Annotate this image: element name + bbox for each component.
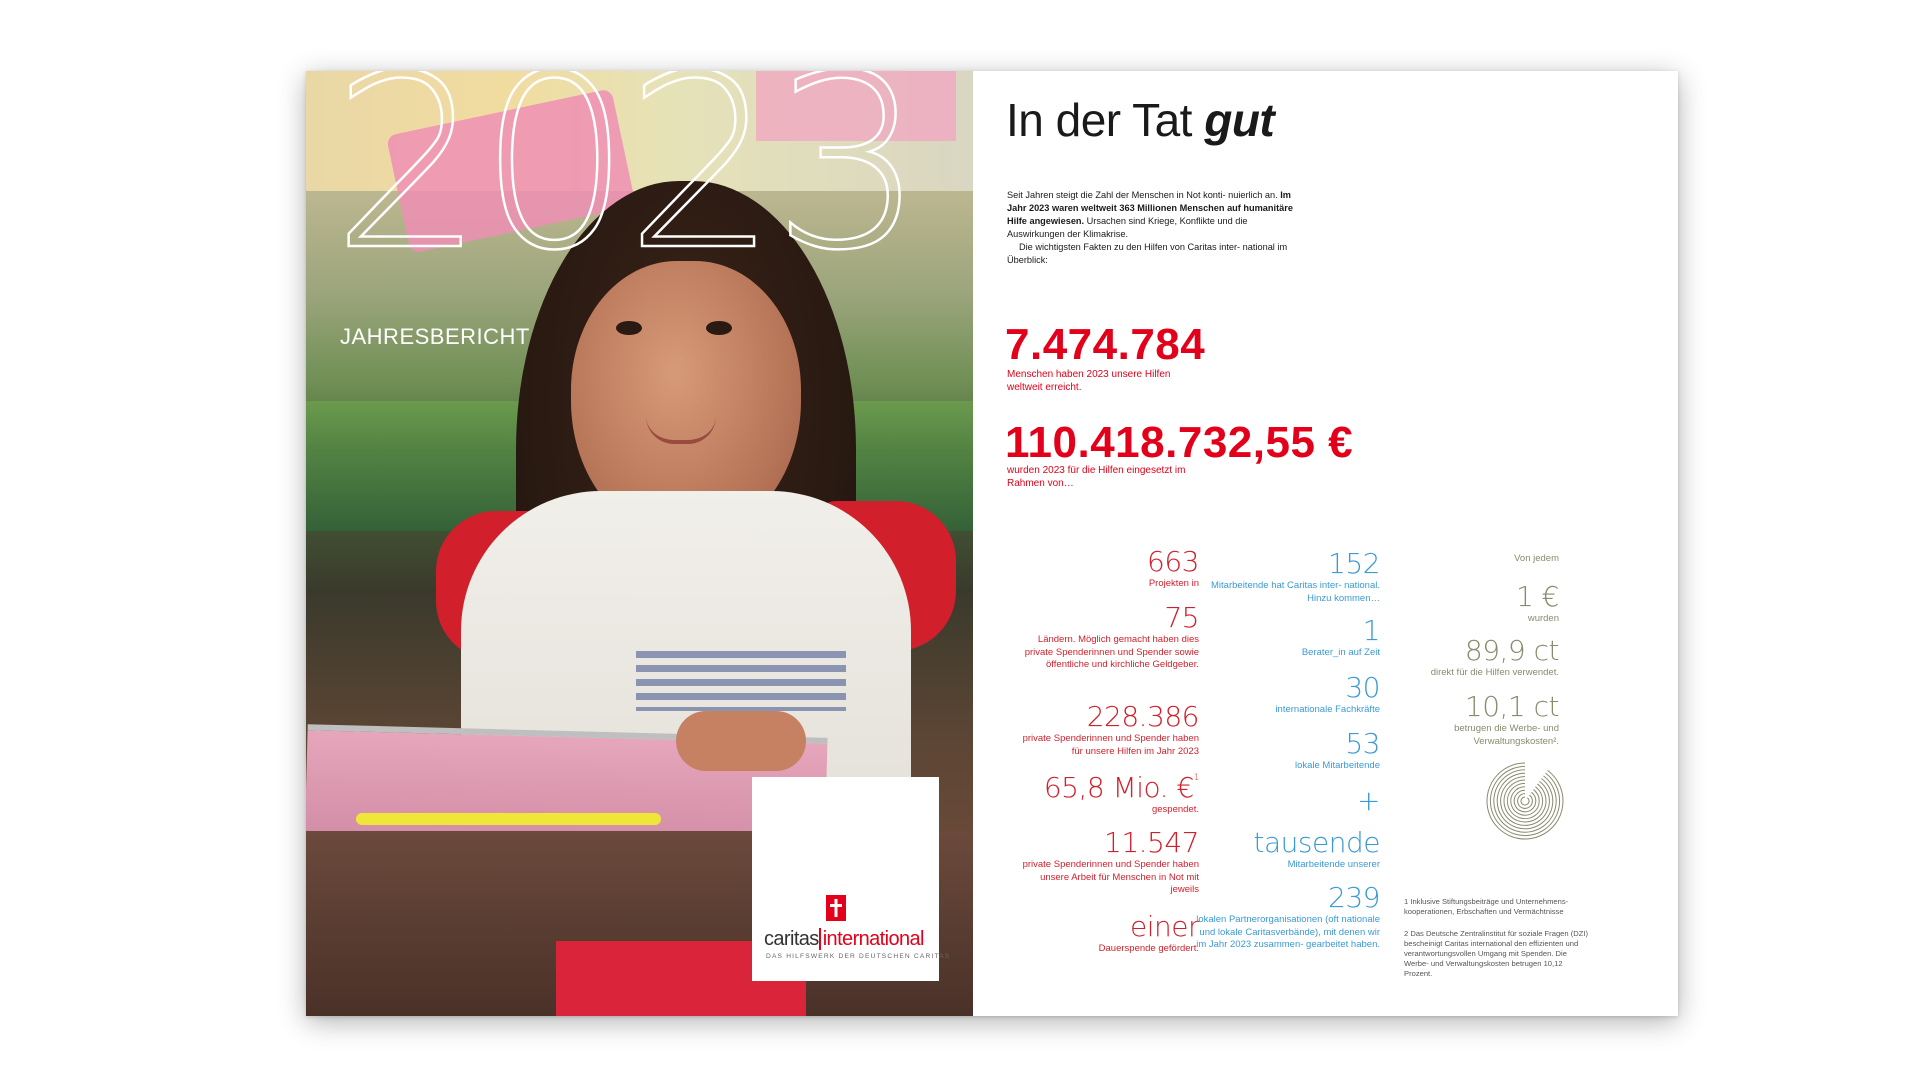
stat-international-experts: 30 internationale Fachkräfte <box>1275 671 1380 716</box>
photo-shirt-print <box>636 651 846 711</box>
stat-donated-amount: 65,8 Mio. €1 gespendet. <box>1043 771 1200 816</box>
stat-partner-organisations: 239 lokalen Partnerorganisationen (oft na… <box>1196 881 1380 951</box>
photo-girl-eye-left <box>616 321 642 335</box>
people-reached-value: 7.474.784 <box>1005 320 1206 369</box>
pie-ring-arc <box>1517 793 1533 809</box>
caritas-cross-icon <box>826 895 846 921</box>
stat-advisor: 1 Berater_in auf Zeit <box>1301 614 1381 659</box>
pie-ring-arc <box>1506 782 1544 820</box>
facts-page: In der Tat gut Seit Jahren steigt die Za… <box>973 71 1678 1016</box>
people-reached-caption: Menschen haben 2023 unsere Hilfen weltwe… <box>1007 369 1171 393</box>
plus-sign: + <box>1357 784 1380 817</box>
cover-year: 2023 <box>331 71 926 303</box>
pie-ring-arc <box>1496 772 1554 830</box>
stat-admin-cents: 10,1 ct betrugen die Werbe- und Verwaltun… <box>1454 690 1559 747</box>
logo-wordmark: caritas international <box>764 928 924 950</box>
page-headline: In der Tat gut <box>1006 94 1275 146</box>
logo-tagline: DAS HILFSWERK DER DEUTSCHEN CARITAS <box>766 953 951 960</box>
footnote-2: 2 Das Deutsche Zentralinstitut für sozia… <box>1404 929 1589 978</box>
photo-girl-eye-right <box>706 321 732 335</box>
photo-girl-hand <box>676 711 806 771</box>
spending-pie-chart <box>1486 762 1564 840</box>
pie-ring-arc <box>1500 776 1550 826</box>
stat-thousands-staff: tausende Mitarbeitende unserer <box>1253 826 1381 871</box>
stat-local-staff: 53 lokale Mitarbeitende <box>1294 727 1381 772</box>
cover-subtitle: JAHRESBERICHT <box>340 324 530 349</box>
photo-pink-sign-2 <box>756 71 956 141</box>
pie-ring-arc <box>1489 765 1561 837</box>
pie-ring-arc <box>1513 789 1537 813</box>
stat-per-euro: 1 € wurden <box>1515 580 1560 625</box>
cover-photo-page: 2023 JAHRESBERICHT caritas international … <box>306 71 973 1016</box>
stat-recurring-donors: 11.547 private Spenderinnen und Spender h… <box>1022 826 1200 896</box>
stat-private-donors: 228.386 private Spenderinnen und Spender … <box>1022 700 1200 757</box>
footnote-1: 1 Inklusive Stiftungsbeiträge und Untern… <box>1404 897 1569 916</box>
photo-girl-smile <box>646 416 716 444</box>
stat-one-standing-order: einer Dauerspende gefördert. <box>1098 910 1200 955</box>
pie-ring-arc <box>1520 796 1530 806</box>
funds-used-value: 110.418.732,55 € <box>1005 418 1354 467</box>
pie-ring-arc <box>1510 786 1540 816</box>
intro-paragraph: Seit Jahren steigt die Zahl der Menschen… <box>1007 190 1293 265</box>
stat-projects: 663 Projekten in <box>1147 545 1199 590</box>
stat-direct-aid-cents: 89,9 ct direkt für die Hilfen verwendet. <box>1430 634 1560 679</box>
pie-ring-arc <box>1493 769 1557 833</box>
photo-yellow-pencil <box>356 813 661 825</box>
pie-ring-arc <box>1503 779 1547 823</box>
annual-report-spread: 2023 JAHRESBERICHT caritas international … <box>306 71 1678 1016</box>
caritas-logo: caritas international DAS HILFSWERK DER D… <box>752 777 949 981</box>
stat-countries: 75 Ländern. Möglich gemacht haben dies pr… <box>1024 601 1200 671</box>
pie-ring-arc <box>1486 762 1564 840</box>
euro-breakdown-lead: Von jedem <box>1514 553 1559 564</box>
funds-used-caption: wurden 2023 für die Hilfen eingesetzt im… <box>1007 465 1186 489</box>
stat-staff: 152 Mitarbeitende hat Caritas inter- nati… <box>1211 547 1380 604</box>
